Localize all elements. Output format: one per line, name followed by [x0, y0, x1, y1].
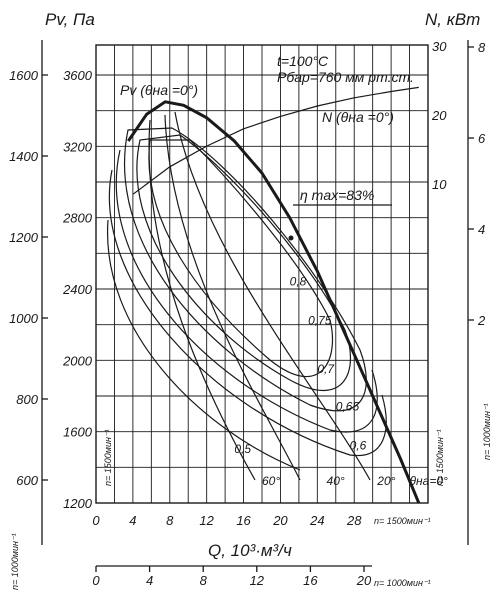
power-tick-label: 20	[431, 108, 447, 123]
x-unit-1500: n= 1500мин⁻¹	[374, 516, 431, 526]
blade-60	[148, 119, 256, 481]
q1000-tick-label: 0	[92, 573, 100, 588]
q1000-tick-label: 12	[250, 573, 265, 588]
n1500-left-label: n= 1500мин⁻¹	[103, 429, 113, 486]
pv-curve-label: Pv (θна =0°)	[120, 82, 198, 98]
pv-curve	[127, 100, 421, 504]
x-axis-title: Q, 10³·м³/ч	[208, 541, 292, 560]
q-tick-label: 28	[346, 513, 362, 528]
n1500-right-label: n= 1500мин⁻¹	[435, 429, 445, 486]
power1000-tick-label: 4	[478, 222, 485, 237]
q-tick-label: 0	[92, 513, 100, 528]
grid	[96, 45, 428, 503]
pv-tick-label: 3600	[63, 68, 93, 83]
pv1000-tick-label: 1000	[9, 311, 39, 326]
eff-loop-0.6	[108, 169, 387, 457]
q-tick-label: 4	[129, 513, 136, 528]
power-curve	[132, 86, 419, 195]
eff-loop-0.75	[136, 134, 352, 392]
q-tick-label: 16	[236, 513, 251, 528]
q1000-tick-label: 4	[146, 573, 153, 588]
eff-loop-0.5	[107, 219, 301, 471]
q-tick-label: 24	[309, 513, 324, 528]
power-tick-label: 30	[432, 39, 447, 54]
pv1000-tick-label: 600	[16, 473, 38, 488]
efficiency-loops	[107, 111, 392, 481]
power-tick-label: 10	[432, 177, 447, 192]
power1000-tick-label: 2	[477, 313, 486, 328]
pv-tick-label: 2400	[62, 282, 93, 297]
q-tick-label: 8	[166, 513, 174, 528]
power-curve-label: N (θна =0°)	[322, 109, 394, 125]
efficiency-label: 0,5	[234, 442, 251, 456]
pv-tick-label: 1600	[63, 425, 93, 440]
efficiency-labels: 0,8 0,75 0,7 0,65 0,6 0,5	[234, 274, 366, 456]
q1000-tick-label: 20	[356, 573, 372, 588]
q1000-tick-label: 8	[200, 573, 208, 588]
blade-40	[164, 114, 301, 481]
temperature-note: t=100°C	[277, 53, 329, 69]
pv1000-tick-label: 800	[16, 392, 38, 407]
eta-label: η max=83%	[300, 187, 374, 203]
power1000-tick-label: 8	[478, 40, 486, 55]
efficiency-label: 0,8	[290, 274, 307, 288]
efficiency-label: 0,65	[336, 399, 360, 413]
eff-loop-0.7	[123, 127, 367, 412]
blade-angle-labels: 60° 40° 20° θна=0°	[262, 474, 448, 488]
pv-tick-label: 3200	[63, 139, 93, 154]
blade-angle-label: 60°	[262, 474, 280, 488]
plot-frame	[95, 44, 429, 504]
power-axis-title: N, кВт	[425, 10, 480, 29]
q-tick-label: 20	[272, 513, 288, 528]
pv-axis-title: Pv, Па	[45, 10, 95, 29]
power1000-tick-label: 6	[478, 131, 486, 146]
blade-angle-label: 20°	[376, 474, 395, 488]
blade-20	[174, 111, 371, 481]
q-tick-label: 12	[199, 513, 214, 528]
n1000-right-label: n= 1000мин⁻¹	[482, 403, 492, 460]
tick-labels: 1200160020002400280032003600600800100012…	[9, 39, 486, 588]
pv-tick-label: 2800	[62, 211, 93, 226]
eff-loop-0.8	[148, 139, 334, 378]
q1000-tick-label: 16	[303, 573, 318, 588]
x-unit-1000: n= 1000мин⁻¹	[374, 578, 431, 588]
pv1000-tick-label: 1600	[9, 68, 39, 83]
pv-tick-label: 2000	[62, 353, 93, 368]
efficiency-label: 0,7	[317, 362, 335, 376]
efficiency-label: 0,75	[308, 314, 332, 328]
pressure-note: Pбар=760 мм рт.ст.	[277, 69, 414, 85]
eff-loop-0.65	[115, 149, 378, 433]
pv1000-tick-label: 1200	[9, 230, 39, 245]
eta-max-point	[288, 235, 294, 241]
blade-angle-label: θна=0°	[410, 474, 448, 488]
efficiency-label: 0,6	[350, 439, 367, 453]
pv-tick-label: 1200	[63, 496, 93, 511]
pv1000-tick-label: 1400	[9, 149, 39, 164]
blade-angle-label: 40°	[327, 474, 345, 488]
n1000-left-label: n= 1000мин⁻¹	[10, 533, 20, 590]
